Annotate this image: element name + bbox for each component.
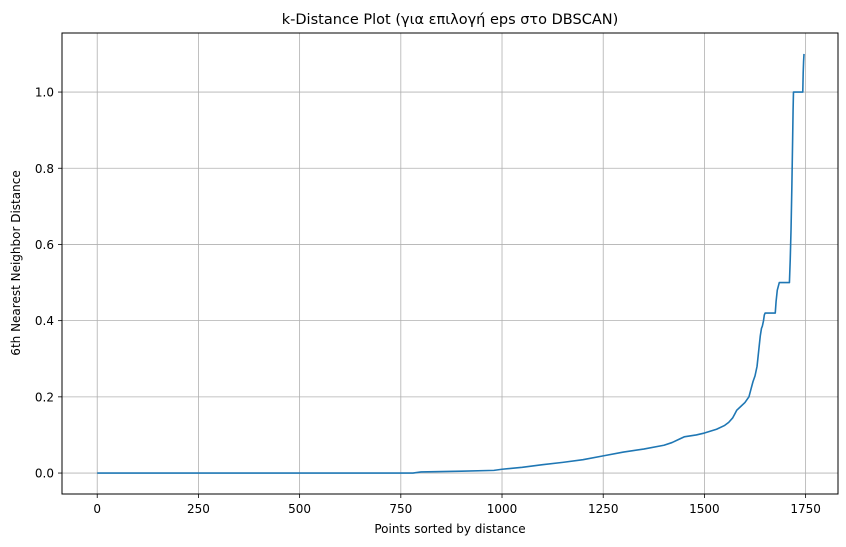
y-tick-label: 0.6 <box>35 238 54 252</box>
y-tick-label: 0.8 <box>35 162 54 176</box>
x-tick-label: 1750 <box>790 502 821 516</box>
k-distance-line <box>97 53 805 474</box>
y-tick-label: 0.2 <box>35 390 54 404</box>
x-tick-label: 0 <box>93 502 101 516</box>
grid-lines <box>62 33 838 494</box>
x-axis-label: Points sorted by distance <box>374 522 525 536</box>
x-tick-label: 1500 <box>689 502 720 516</box>
x-tick-label: 1000 <box>487 502 518 516</box>
x-tick-label: 250 <box>187 502 210 516</box>
y-tick-label: 0.4 <box>35 314 54 328</box>
series-layer <box>97 53 805 474</box>
y-tick-label: 0.0 <box>35 467 54 481</box>
y-axis-label: 6th Nearest Neighbor Distance <box>9 170 23 355</box>
chart-title: k-Distance Plot (για επιλογή eps στο DBS… <box>282 12 619 28</box>
y-axis-ticks: 0.0 0.2 0.4 0.6 0.8 1.0 <box>35 86 62 481</box>
plot-frame <box>61 32 839 495</box>
x-tick-label: 750 <box>389 502 412 516</box>
x-tick-label: 1250 <box>588 502 619 516</box>
x-axis-ticks: 0 250 500 750 1000 1250 1500 1750 <box>93 494 821 516</box>
y-tick-label: 1.0 <box>35 86 54 100</box>
x-tick-label: 500 <box>288 502 311 516</box>
